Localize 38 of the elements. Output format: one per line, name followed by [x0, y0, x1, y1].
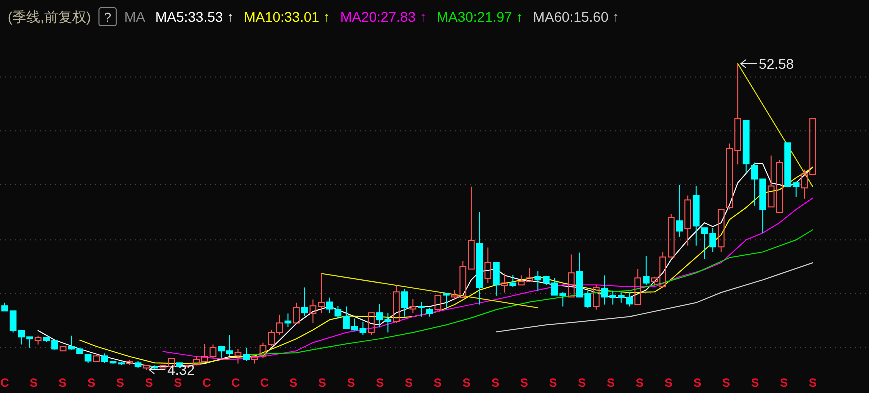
text: S	[578, 376, 586, 390]
text: S	[434, 376, 442, 390]
text: S	[520, 376, 528, 390]
text: S	[780, 376, 788, 390]
text: MA5:33.53 ↑	[155, 9, 234, 25]
text: S	[492, 376, 500, 390]
text: S	[174, 376, 182, 390]
text: S	[462, 376, 471, 390]
text: S	[116, 376, 124, 390]
text: MA60:15.60 ↑	[533, 9, 620, 25]
text: S	[347, 376, 356, 390]
text: S	[376, 376, 384, 390]
text: MA30:21.97 ↑	[436, 9, 524, 25]
text: C	[260, 376, 270, 390]
text: ?	[104, 10, 112, 25]
text: S	[809, 376, 818, 390]
text: S	[607, 376, 616, 390]
text: S	[549, 376, 558, 390]
text: S	[664, 376, 673, 390]
text: MA20:27.83 ↑	[340, 9, 427, 25]
text: S	[88, 376, 96, 390]
text: S	[722, 376, 730, 390]
annotation: 52.58	[759, 56, 794, 72]
text: S	[30, 376, 38, 390]
text: S	[318, 376, 326, 390]
legend-title: MA	[124, 9, 146, 25]
text: C	[202, 376, 212, 390]
text: S	[751, 376, 760, 390]
text: S	[636, 376, 644, 390]
text: S	[404, 376, 414, 390]
text: C	[232, 376, 241, 390]
text: MA10:33.01 ↑	[244, 9, 330, 25]
text: S	[694, 376, 702, 390]
text: S	[58, 376, 67, 390]
text: S	[290, 376, 298, 390]
chart-title: (季线,前复权)	[8, 9, 92, 25]
text: C	[0, 376, 10, 390]
text: S	[145, 376, 154, 390]
